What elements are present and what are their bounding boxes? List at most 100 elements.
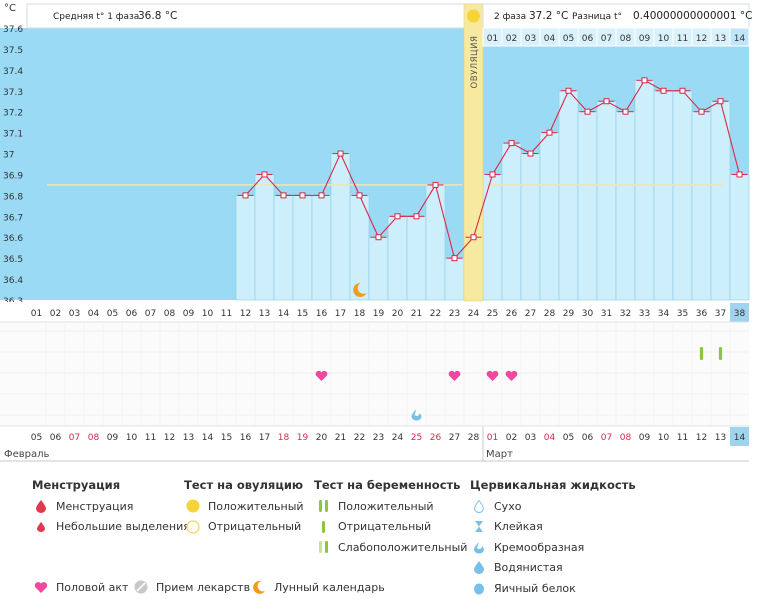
y-axis-unit: °C [4,3,16,14]
temperature-bar [672,90,693,301]
cycle-day-label: 01 [31,309,42,319]
bbt-chart: ОВУЛЯЦИЯ °C 37.6 37.5 37.4 37.3 37.2 37.1 37 36.… [0,3,753,462]
legend-eggwhite-item[interactable]: Яичный белок [470,578,636,599]
legend-label: Слабоположительный [338,540,468,554]
legend-cervical: Цервикальная жидкость Сухо Клейкая Кремо… [470,478,636,599]
temperature-bar [406,216,427,301]
y-tick-label: 36.5 [3,255,23,265]
temperature-bar [292,195,313,301]
calendar-date-label: 06 [50,433,62,443]
temperature-bar [710,100,731,301]
calendar-date-label: 07 [69,433,80,443]
cycle-day-label: 20 [392,309,404,319]
temperature-point [489,171,496,178]
temperature-point [565,87,572,94]
temperature-point [432,181,439,188]
temperature-bar [653,90,674,301]
phase2-day-label: 10 [658,34,670,44]
phase2-day-label: 14 [734,34,746,44]
cycle-day-label: 38 [734,309,746,319]
phase2-day-label: 11 [677,34,688,44]
cycle-day-label: 26 [506,309,518,319]
cycle-day-label: 31 [601,309,612,319]
temperature-bar [691,111,712,301]
marks-grid-bg [0,323,749,426]
legend-dry-item[interactable]: Сухо [470,496,636,517]
creamy-drop-icon [411,409,422,421]
calendar-date-label: 12 [696,433,707,443]
temperature-bar [634,80,655,301]
sun-outline-icon [184,520,202,534]
calendar-date-label: 06 [582,433,594,443]
calendar-date-label: 13 [183,433,194,443]
legend-moon-item[interactable]: Лунный календарь [250,580,385,594]
temperature-point [717,98,724,105]
temperature-bar [729,174,750,301]
calendar-date-label: 12 [164,433,175,443]
cycle-day-label: 27 [525,309,536,319]
y-tick-label: 37.1 [3,130,23,140]
ovulation-column [463,3,484,302]
legend-menstruation-item[interactable]: Менструация [32,496,190,517]
pill-icon [132,580,150,594]
calendar-date-label: 21 [335,433,346,443]
temperature-point [736,171,743,178]
temperature-bar [368,236,389,301]
cycle-day-label: 04 [88,309,100,319]
moon-icon [250,580,268,594]
calendar-date-label: 26 [430,433,442,443]
legend-pregnancy-title: Тест на беременность [314,478,461,492]
temperature-point [318,192,325,199]
creamy-drop-icon [470,540,488,554]
calendar-date-label: 24 [392,433,404,443]
legend-sex-item[interactable]: Половой акт [32,580,128,594]
legend-spotting-item[interactable]: Небольшие выделения [32,517,190,538]
calendar-date-label: 05 [563,433,574,443]
y-tick-label: 37.4 [3,67,23,77]
temperature-point [394,213,401,220]
difference-label: Разница t° [572,12,622,22]
legend-label: Кремообразная [494,540,585,554]
legend-creamy-item[interactable]: Кремообразная [470,537,636,558]
calendar-date-label: 11 [677,433,688,443]
temperature-point [261,171,268,178]
month-label-march: Март [486,449,513,460]
temperature-bar [558,90,579,301]
legend-preg-weak-item[interactable]: Слабоположительный [314,537,467,558]
temperature-bar [425,184,446,301]
phase2-day-label: 02 [506,34,517,44]
temperature-bar [615,111,636,301]
legend-cervical-title: Цервикальная жидкость [470,478,636,492]
temperature-bar [330,153,351,301]
calendar-date-label: 17 [259,433,270,443]
temperature-bar [482,174,503,301]
legend-label: Сухо [494,499,522,513]
legend-label: Положительный [208,499,304,513]
legend-medicine-item[interactable]: Прием лекарств [132,580,250,594]
y-axis-ticks: °C 37.6 37.5 37.4 37.3 37.2 37.1 37 36.9 36.8 36.7… [3,3,23,307]
cycle-day-label: 36 [696,309,708,319]
cycle-day-label: 12 [240,309,251,319]
legend-ov-negative-item[interactable]: Отрицательный [184,517,304,538]
temperature-bar [311,195,332,301]
pregnancy-test-stripe [699,347,704,360]
one-stripe-icon [314,520,332,534]
cycle-day-label: 03 [69,309,80,319]
y-tick-label: 37.3 [3,88,23,98]
header-box [26,3,750,29]
legend-watery-item[interactable]: Водянистая [470,558,636,579]
temperature-point [508,140,515,147]
legend-sticky-item[interactable]: Клейкая [470,517,636,538]
small-blood-drop-icon [32,520,50,534]
temperature-bar [520,153,541,301]
legend-ov-positive-item[interactable]: Положительный [184,496,304,517]
legend-preg-positive-item[interactable]: Положительный [314,496,467,517]
calendar-date-label: 19 [297,433,309,443]
temperature-bar [577,111,598,301]
cycle-day-label: 33 [639,309,650,319]
calendar-date-label: 10 [658,433,670,443]
legend-preg-negative-item[interactable]: Отрицательный [314,517,467,538]
cycle-day-label: 16 [316,309,328,319]
legend-label: Лунный календарь [274,580,385,594]
